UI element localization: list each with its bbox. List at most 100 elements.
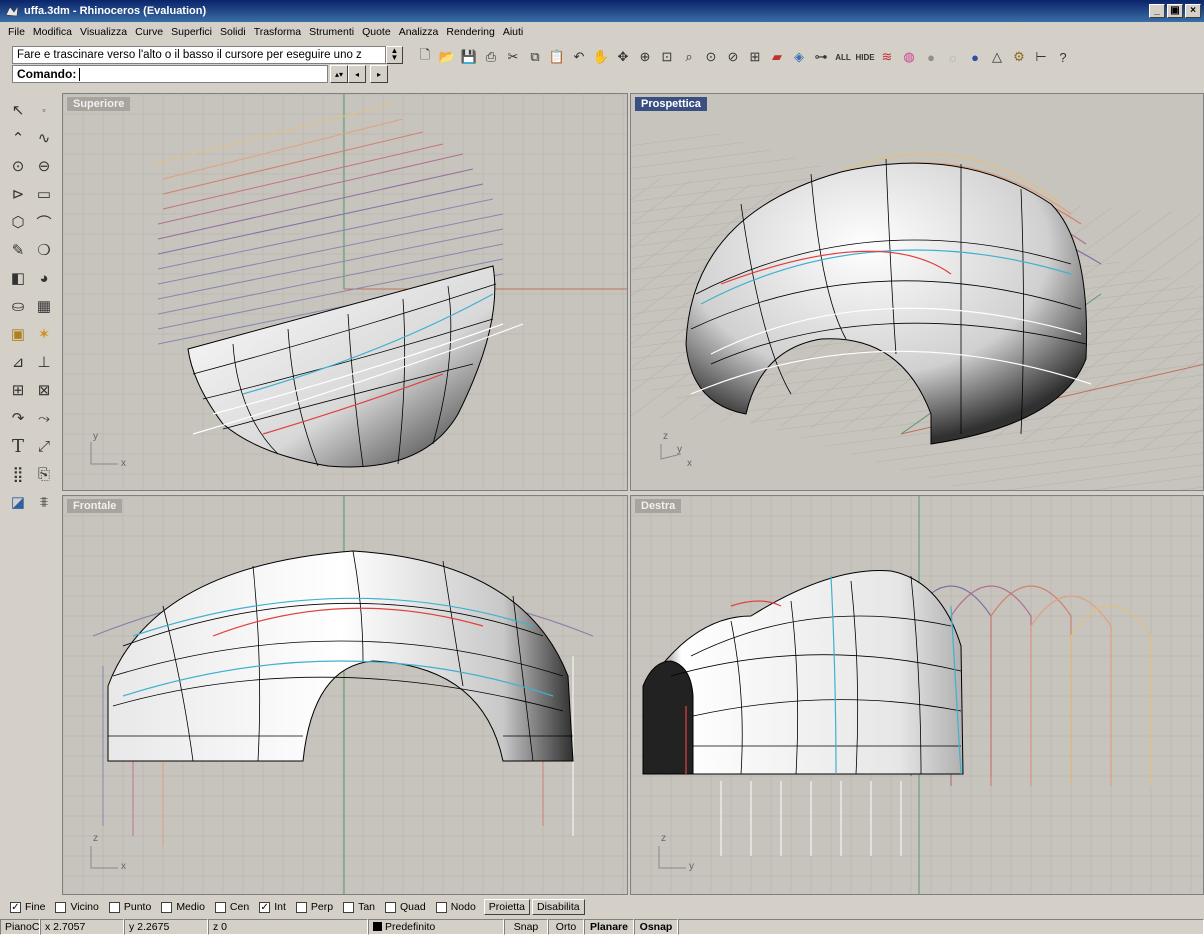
command-spin-button[interactable]: ▴▾ [330,65,348,83]
print-icon[interactable]: ⎙ [485,49,497,64]
osnap-nodo[interactable]: Nodo [432,901,482,913]
edit-points-icon[interactable]: ⤳ [37,409,50,427]
menu-quote[interactable]: Quote [362,25,391,38]
osnap-cen[interactable]: Cen [211,901,255,913]
boolean-icon[interactable]: ▦ [36,298,52,315]
viewport-label-right[interactable]: Destra [635,499,682,513]
grid-icon[interactable]: ⣿ [12,466,24,483]
menu-curve[interactable]: Curve [135,25,164,38]
viewport-perspective[interactable]: Prospettica [630,93,1204,491]
light-icon[interactable]: ☼ [947,49,959,65]
viewport-label-perspective[interactable]: Prospettica [635,97,707,111]
grid-snap-icon[interactable]: ⊶ [814,49,828,64]
viewport-label-top[interactable]: Superiore [67,97,131,111]
close-button[interactable]: × [1185,4,1201,18]
layers-icon[interactable]: ≋ [881,49,893,64]
curve-icon[interactable]: ∿ [37,130,51,147]
maximize-button[interactable]: ▣ [1167,4,1183,18]
checkbox-cen[interactable] [214,901,226,913]
ellipse-icon[interactable]: ⊖ [37,158,51,175]
menu-rendering[interactable]: Rendering [446,25,495,38]
paste-icon[interactable]: 📋 [548,49,566,64]
zoom-selected-icon[interactable]: ⊙ [705,49,717,64]
osnap-punto[interactable]: Punto [105,901,157,913]
status-layer[interactable]: Predefinito [368,918,504,935]
menu-superfici[interactable]: Superfici [171,25,212,38]
zoom-dynamic-icon[interactable]: ⊘ [727,49,739,64]
minimize-button[interactable]: _ [1149,4,1165,18]
checkbox-nodo[interactable] [435,901,447,913]
menu-modifica[interactable]: Modifica [32,25,73,38]
mesh-icon[interactable]: ▣ [10,326,26,343]
material-icon[interactable]: ● [971,49,979,65]
render-icon[interactable]: ◈ [794,49,804,64]
blend-icon[interactable]: ❍ [37,242,51,259]
hide-icon[interactable]: HIDE [855,52,875,62]
planar-toggle[interactable]: Planare [584,918,634,935]
viewport-front[interactable]: Frontale [62,495,628,895]
viewport-top[interactable]: Superiore [62,93,628,491]
zoom-icon[interactable]: ⊕ [639,49,651,64]
sphere-solid-icon[interactable]: ◕ [39,269,49,287]
array-icon[interactable]: ⊞ [11,382,25,399]
arc-icon[interactable]: ⊳ [11,186,25,203]
rendering-tool-icon[interactable]: ⩨ [39,493,49,511]
pan-icon[interactable]: ✋ [592,49,610,64]
dimension-tool-icon[interactable]: ⤢ [37,437,50,455]
menu-strumenti[interactable]: Strumenti [309,25,355,38]
checkbox-vicino[interactable] [55,901,67,913]
osnap-medio[interactable]: Medio [157,901,211,913]
trim-icon[interactable]: ⊿ [11,354,25,371]
menu-analizza[interactable]: Analizza [398,25,439,38]
cone-icon[interactable]: △ [992,49,1002,64]
command-prev-button[interactable]: ◂ [348,65,366,83]
rotate-view-icon[interactable]: ✥ [617,49,629,64]
new-icon[interactable]: 🗋 [419,47,431,62]
checkbox-tan[interactable] [343,901,355,913]
color-wheel-icon[interactable]: ◍ [903,49,915,64]
checkbox-perp[interactable] [295,901,307,913]
cylinder-icon[interactable]: ⛀ [11,298,25,315]
sphere-icon[interactable]: ● [927,49,935,65]
freeform-icon[interactable]: ✎ [11,242,25,259]
command-input[interactable]: Comando: [12,65,328,83]
menu-file[interactable]: File [8,25,25,38]
rectangle-icon[interactable]: ▭ [36,186,52,203]
polygon-icon[interactable]: ⬡ [11,214,25,231]
menu-aiuti[interactable]: Aiuti [502,25,524,38]
osnap-quad[interactable]: Quad [381,901,432,913]
box-icon[interactable]: ◧ [10,270,26,287]
undo-icon[interactable]: ↶ [573,49,585,64]
viewport-layout-icon[interactable]: ⊞ [749,49,761,64]
menu-solidi[interactable]: Solidi [220,25,246,38]
dimension-icon[interactable]: ⊢ [1035,49,1047,64]
cut-icon[interactable]: ✂ [507,49,519,64]
shaded-car-icon[interactable]: ▰ [772,49,782,64]
circle-icon[interactable]: ⊙ [11,158,25,175]
point-icon[interactable]: ▫ [42,105,46,115]
command-history-scrollbar[interactable]: ▲ ▼ [386,46,403,64]
osnap-toggle[interactable]: Osnap [634,918,678,935]
gear-icon[interactable]: ⚙ [1013,49,1025,64]
text-icon[interactable]: T [11,435,24,457]
checkbox-medio[interactable] [161,901,173,913]
menu-trasforma[interactable]: Trasforma [253,25,302,38]
checkbox-fine[interactable]: ✓ [10,901,21,913]
open-icon[interactable]: 📂 [438,49,456,64]
viewport-label-front[interactable]: Frontale [67,499,123,513]
checkbox-punto[interactable] [108,901,120,913]
menu-visualizza[interactable]: Visualizza [80,25,128,38]
osnap-int[interactable]: ✓ Int [255,901,292,913]
copy-icon[interactable]: ⧉ [530,49,540,64]
explode-icon[interactable]: ✶ [37,326,51,343]
all-icon[interactable]: ALL [835,52,851,62]
osnap-fine[interactable]: ✓ Fine [6,901,51,913]
block-icon[interactable]: ◪ [10,494,26,511]
ortho-toggle[interactable]: Orto [548,918,584,935]
viewport-right[interactable]: Destra [630,495,1204,895]
select-arrow-icon[interactable]: ↖ [11,102,25,119]
save-icon[interactable]: 💾 [460,49,478,64]
osnap-perp[interactable]: Perp [292,901,339,913]
disabilita-button[interactable]: Disabilita [531,899,585,915]
help-icon[interactable]: ? [1059,49,1067,65]
